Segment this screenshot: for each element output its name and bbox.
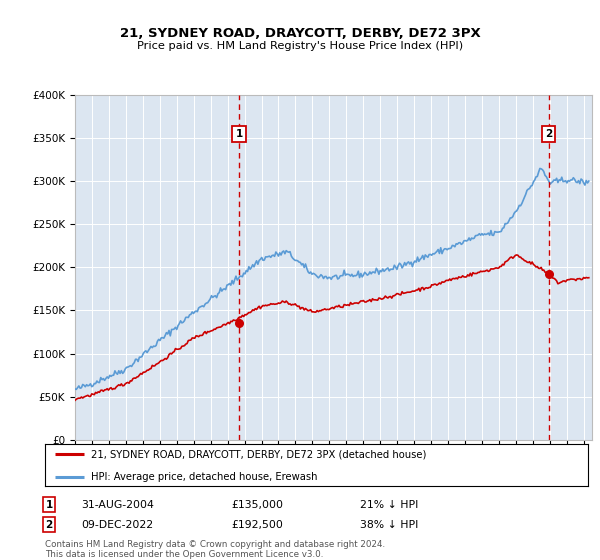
Text: This data is licensed under the Open Government Licence v3.0.: This data is licensed under the Open Gov…	[45, 550, 323, 559]
Text: 09-DEC-2022: 09-DEC-2022	[81, 520, 153, 530]
Text: HPI: Average price, detached house, Erewash: HPI: Average price, detached house, Erew…	[91, 472, 317, 482]
Text: Price paid vs. HM Land Registry's House Price Index (HPI): Price paid vs. HM Land Registry's House …	[137, 41, 463, 52]
Text: 2: 2	[46, 520, 53, 530]
Text: 21% ↓ HPI: 21% ↓ HPI	[360, 500, 418, 510]
Text: 1: 1	[235, 129, 242, 139]
Text: 2: 2	[545, 129, 553, 139]
Text: 1: 1	[46, 500, 53, 510]
Text: 38% ↓ HPI: 38% ↓ HPI	[360, 520, 418, 530]
Text: £135,000: £135,000	[231, 500, 283, 510]
Text: 21, SYDNEY ROAD, DRAYCOTT, DERBY, DE72 3PX (detached house): 21, SYDNEY ROAD, DRAYCOTT, DERBY, DE72 3…	[91, 449, 427, 459]
Text: 21, SYDNEY ROAD, DRAYCOTT, DERBY, DE72 3PX: 21, SYDNEY ROAD, DRAYCOTT, DERBY, DE72 3…	[119, 27, 481, 40]
Text: Contains HM Land Registry data © Crown copyright and database right 2024.: Contains HM Land Registry data © Crown c…	[45, 540, 385, 549]
Text: 31-AUG-2004: 31-AUG-2004	[81, 500, 154, 510]
Text: £192,500: £192,500	[231, 520, 283, 530]
